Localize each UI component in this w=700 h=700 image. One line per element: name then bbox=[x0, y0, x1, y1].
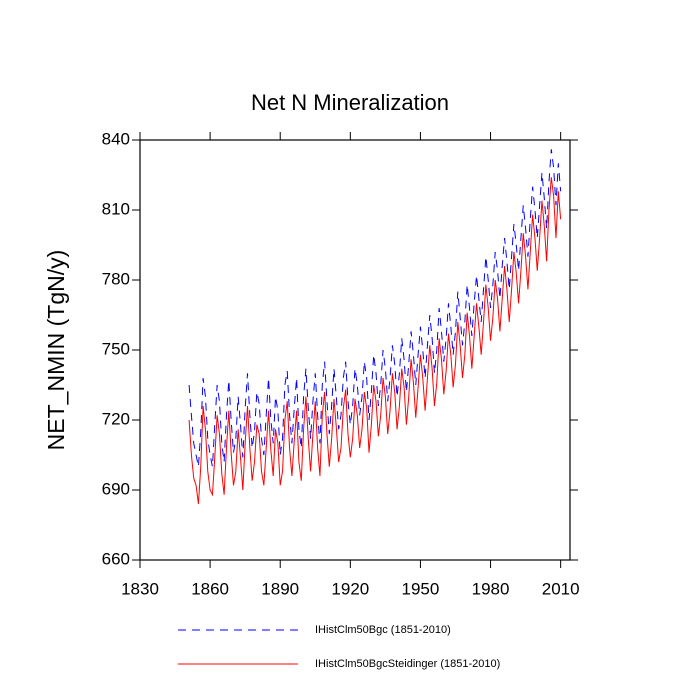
y-tick-label: 750 bbox=[102, 339, 130, 358]
series-line bbox=[188, 177, 562, 505]
legend-label: IHistClm50Bgc (1851-2010) bbox=[315, 624, 451, 636]
x-tick-label: 1860 bbox=[191, 579, 229, 598]
y-tick-label: 690 bbox=[102, 479, 130, 498]
y-axis-label: NET_NMIN (TgN/y) bbox=[43, 250, 69, 451]
y-tick-label: 840 bbox=[102, 129, 130, 148]
x-tick-label: 1950 bbox=[402, 579, 440, 598]
plot-frame bbox=[139, 139, 571, 561]
x-tick-label: 1830 bbox=[121, 579, 159, 598]
chart-title: Net N Mineralization bbox=[251, 90, 449, 115]
x-tick-label: 1980 bbox=[472, 579, 510, 598]
series-line bbox=[188, 149, 562, 467]
x-tick-label: 1920 bbox=[331, 579, 369, 598]
y-tick-label: 660 bbox=[102, 549, 130, 568]
x-tick-label: 1890 bbox=[261, 579, 299, 598]
y-tick-label: 780 bbox=[102, 269, 130, 288]
legend-label: IHistClm50BgcSteidinger (1851-2010) bbox=[315, 658, 500, 670]
y-tick-label: 810 bbox=[102, 199, 130, 218]
y-tick-label: 720 bbox=[102, 409, 130, 428]
x-tick-label: 2010 bbox=[542, 579, 580, 598]
